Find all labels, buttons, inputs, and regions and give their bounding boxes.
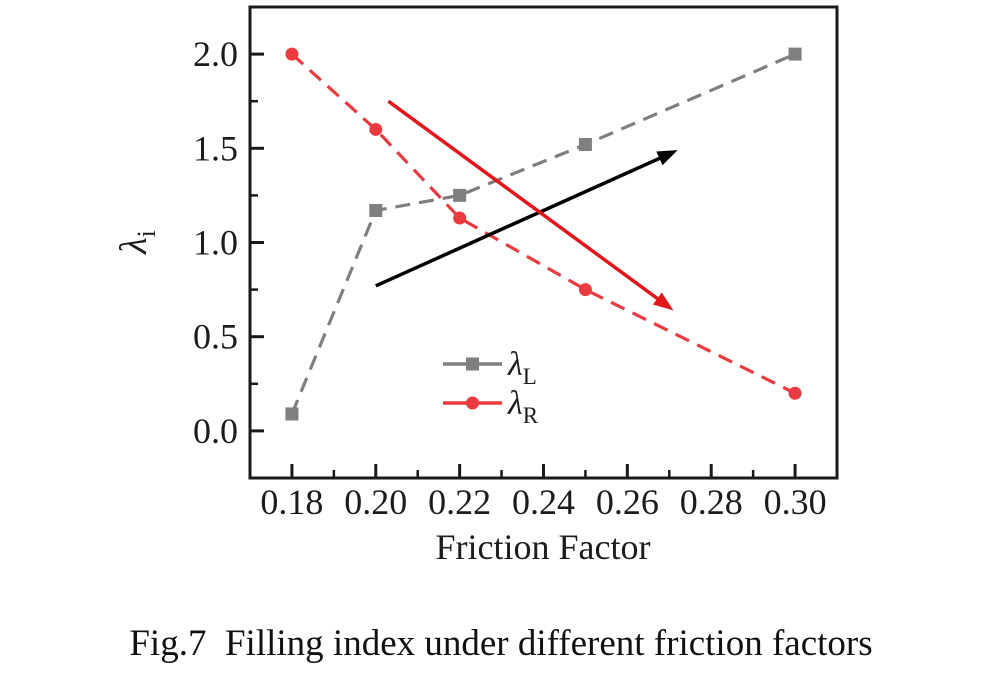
data-point-marker	[788, 386, 802, 400]
y-tick-label: 0.0	[193, 411, 238, 451]
decreasing-trend-arrow	[387, 99, 674, 311]
x-tick-label: 0.30	[764, 482, 827, 522]
x-tick-label: 0.24	[512, 482, 575, 522]
increasing-trend-arrow	[375, 150, 678, 288]
line-chart: 0.18 0.20 0.22 0.24 0.26 0.28 0.30 0.0 0.5 1.0 1.5…	[113, 5, 839, 567]
series-line	[290, 52, 796, 395]
trend-arrows	[375, 99, 678, 311]
y-axis-label-text: λi	[113, 230, 161, 255]
arrow-head	[652, 292, 674, 311]
plot-border	[248, 5, 839, 480]
series-line	[290, 52, 796, 415]
data-point-marker	[578, 138, 592, 152]
data-point-marker	[788, 47, 802, 61]
data-point-marker	[453, 188, 467, 202]
data-series	[285, 47, 802, 421]
legend-marker	[466, 396, 479, 410]
legend-label: λL	[507, 346, 537, 389]
arrow-shaft	[387, 99, 662, 303]
y-axis-label: λi	[113, 230, 161, 255]
x-tick-label: 0.18	[260, 482, 323, 522]
series-lambda-L	[285, 47, 802, 421]
y-tick-label: 1.5	[193, 128, 238, 168]
x-tick-label: 0.28	[680, 482, 743, 522]
y-tick-label: 2.0	[193, 34, 238, 74]
data-point-marker	[285, 47, 299, 61]
arrow-head	[656, 150, 678, 166]
data-point-marker	[578, 283, 592, 297]
legend-label: λR	[507, 385, 539, 428]
x-axis-label: Friction Factor	[436, 527, 651, 567]
x-tick-label: 0.20	[344, 482, 407, 522]
figure-caption: Fig.7 Filling index under different fric…	[129, 623, 873, 664]
arrow-shaft	[375, 155, 664, 288]
data-point-marker	[369, 122, 383, 136]
legend-entry-lambda-R: λR	[443, 385, 539, 428]
tick-labels: 0.18 0.20 0.22 0.24 0.26 0.28 0.30 0.0 0.5 1.0 1.5…	[193, 34, 827, 522]
legend-marker	[466, 357, 479, 371]
y-tick-label: 1.0	[193, 223, 238, 263]
data-point-marker	[369, 203, 383, 217]
x-tick-label: 0.26	[596, 482, 659, 522]
series-lambda-R	[285, 47, 802, 400]
y-tick-label: 0.5	[193, 317, 238, 357]
data-point-marker	[285, 407, 299, 421]
major-ticks	[250, 52, 797, 478]
data-point-marker	[453, 211, 467, 225]
x-tick-label: 0.22	[428, 482, 491, 522]
minor-ticks	[250, 99, 755, 478]
legend-entry-lambda-L: λL	[443, 346, 537, 389]
